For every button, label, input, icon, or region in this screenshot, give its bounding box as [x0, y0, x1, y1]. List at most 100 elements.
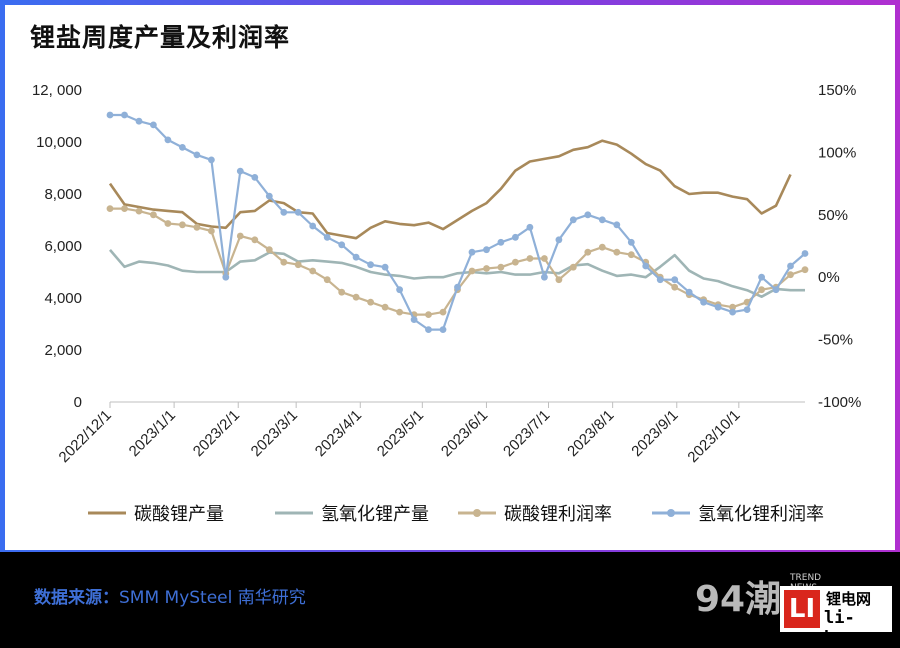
left-axis: 0 2,000 4,000 6,000 8,000 10,000 12, 000	[32, 82, 82, 411]
series-point	[656, 276, 664, 284]
series-point	[381, 303, 389, 311]
series-point	[598, 216, 606, 224]
series-point	[396, 286, 403, 294]
x-axis: 2022/12/1 2023/1/1 2023/2/1 2023/3/1 2023/4/…	[56, 401, 805, 466]
series-point	[483, 246, 490, 254]
series-point	[569, 216, 577, 224]
line-chart: 0 2,000 4,000 6,000 8,000 10,000 12, 000 -100%…	[32, 82, 861, 525]
series-point	[743, 306, 751, 313]
series-point	[468, 248, 476, 256]
x-tick-label: 2023/8/1	[564, 407, 617, 460]
y-right-tick-label: -50%	[818, 332, 853, 349]
series-point	[381, 263, 389, 271]
series-point	[787, 271, 794, 279]
x-tick-label: 2023/6/1	[438, 407, 491, 460]
series-point	[309, 222, 317, 230]
legend-item: 碳酸锂利润率	[458, 504, 612, 525]
series-point	[512, 258, 519, 266]
y-right-tick-label: -100%	[818, 394, 861, 411]
series-point	[787, 262, 794, 270]
series-point	[367, 261, 374, 269]
series-point	[700, 298, 707, 306]
series-point	[541, 255, 548, 262]
series-point	[439, 308, 447, 316]
series-point	[323, 276, 331, 284]
series-point	[685, 288, 693, 296]
series-point	[106, 111, 114, 119]
y-right-tick-label: 50%	[818, 207, 848, 224]
series-point	[555, 276, 563, 284]
series-4	[106, 111, 809, 333]
series-point	[729, 303, 736, 311]
series-point	[150, 121, 157, 129]
y-left-tick-label: 2,000	[44, 342, 82, 359]
x-tick-label: 2023/9/1	[628, 407, 681, 460]
series-point	[758, 273, 765, 281]
series-point	[541, 273, 548, 281]
series-point	[497, 263, 505, 271]
y-right-tick-label: 0%	[818, 269, 840, 286]
y-left-tick-label: 8,000	[44, 186, 82, 203]
series-point	[483, 265, 490, 272]
brand-url[interactable]: li-b.cn	[824, 608, 865, 648]
series-point	[801, 250, 809, 257]
series-point	[425, 326, 432, 333]
series-point	[179, 144, 186, 151]
y-left-tick-label: 10,000	[36, 134, 82, 151]
y-left-tick-label: 12, 000	[32, 82, 82, 99]
series-point	[294, 261, 302, 269]
series-point	[729, 308, 736, 316]
series-point	[497, 238, 505, 246]
y-left-tick-label: 6,000	[44, 238, 82, 255]
x-tick-label: 2023/3/1	[248, 407, 301, 460]
series-point	[135, 117, 143, 125]
series-point	[671, 283, 679, 291]
legend-marker	[473, 509, 481, 517]
x-tick-label: 2023/7/1	[500, 407, 553, 460]
series-point	[208, 156, 215, 164]
brand-badge: LI 锂电网 li-b.cn	[780, 586, 892, 648]
series-point	[627, 251, 635, 259]
series-line	[110, 113, 806, 331]
series-point	[526, 255, 534, 262]
series-point	[121, 205, 128, 213]
series-point	[251, 174, 259, 181]
y-left-tick-label: 4,000	[44, 290, 82, 307]
x-tick-label: 2023/5/1	[374, 407, 427, 460]
series-point	[772, 286, 780, 294]
brand-logo-icon: LI	[784, 590, 820, 628]
series-point	[338, 288, 346, 296]
brand-name: 锂电网	[826, 590, 872, 608]
x-tick-label: 2023/1/1	[126, 407, 179, 460]
series-point	[265, 246, 273, 254]
series-point	[584, 211, 592, 219]
watermark-logo: 94潮	[695, 579, 782, 620]
series-point	[164, 136, 172, 144]
legend: 碳酸锂产量 氢氧化锂产量 碳酸锂利润率 氢氧化锂利润率	[88, 504, 824, 525]
series-point	[280, 208, 288, 216]
series-point	[598, 243, 606, 251]
legend-label: 氢氧化锂产量	[321, 504, 429, 525]
series-point	[454, 283, 461, 291]
x-tick-label: 2023/2/1	[190, 407, 243, 460]
legend-item: 氢氧化锂产量	[275, 504, 429, 525]
series-point	[135, 207, 143, 215]
series-point	[150, 211, 157, 219]
series-1	[108, 139, 792, 240]
legend-marker	[667, 509, 675, 517]
series-point	[439, 326, 447, 333]
series-point	[410, 316, 418, 323]
footer-bar	[0, 552, 900, 635]
x-tick-label: 2023/4/1	[312, 407, 365, 460]
series-point	[627, 238, 635, 246]
y-right-tick-label: 150%	[818, 82, 856, 99]
series-point	[121, 111, 128, 119]
series-point	[294, 208, 302, 216]
series-point	[352, 293, 360, 301]
series-point	[338, 241, 346, 249]
series-point	[468, 267, 476, 275]
series-point	[280, 258, 288, 266]
series-point	[208, 227, 215, 235]
series-point	[714, 303, 722, 311]
series-point	[193, 223, 201, 231]
